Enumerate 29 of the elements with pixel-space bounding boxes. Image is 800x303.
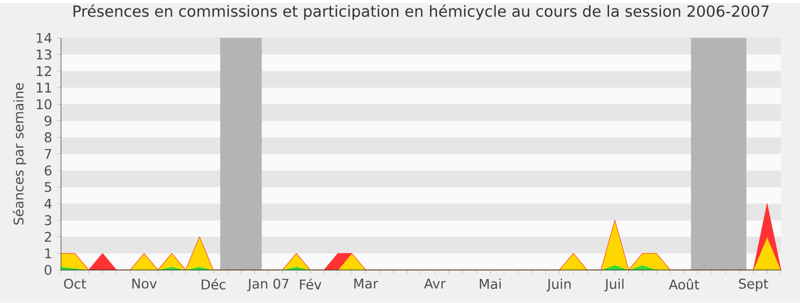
y-axis-title: Séances par semaine (12, 83, 26, 225)
y-tick-label: 7 (44, 149, 52, 159)
y-tick-label: 12 (36, 66, 51, 76)
x-tick-label: Mar (354, 278, 378, 289)
y-tick-label: 1 (45, 248, 52, 258)
x-tick-label: Déc (202, 278, 226, 290)
chart-title: Présences en commissions et participation en hémicycle au cours de la session 2006-2007 (74, 4, 769, 20)
x-tick-label: Mai (480, 278, 501, 289)
y-tick-label: 13 (36, 49, 52, 60)
y-tick-label: 0 (44, 264, 52, 276)
x-tick-label: Juin (546, 278, 571, 292)
x-tick-label: Jan 07 (247, 278, 288, 292)
x-tick-label: Fév (300, 278, 322, 290)
y-tick-label: 14 (36, 33, 52, 43)
y-tick-label: 10 (36, 99, 52, 110)
x-tick-label: Juil (604, 278, 624, 292)
x-tick-label: Avr (424, 278, 446, 288)
x-tick-label: Août (668, 278, 700, 290)
x-tick-label: Nov (132, 278, 157, 289)
y-tick-label: 2 (44, 232, 51, 242)
y-tick-label: 11 (36, 82, 52, 93)
x-tick-label: Oct (64, 278, 86, 289)
y-tick-label: 8 (44, 132, 52, 142)
y-tick-label: 6 (44, 165, 52, 176)
y-tick-label: 4 (44, 198, 52, 209)
x-tick-label: Sept (739, 278, 768, 292)
y-tick-label: 9 (44, 116, 52, 126)
y-tick-label: 3 (44, 215, 52, 226)
y-tick-label: 5 (44, 182, 52, 192)
